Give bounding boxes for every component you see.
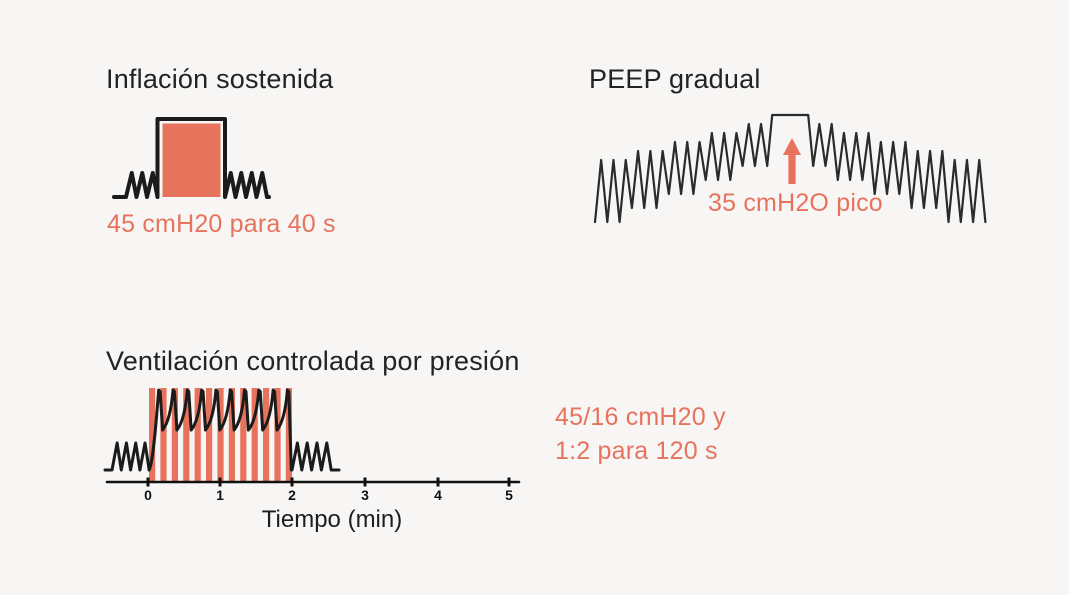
sustained-inflation-waveform xyxy=(112,117,271,199)
gradual-peep-annotation: 35 cmH2O pico xyxy=(708,189,883,217)
axis-tick-label: 3 xyxy=(361,487,369,503)
recruitment-bar xyxy=(251,388,258,481)
gradual-peep-trace xyxy=(593,113,987,224)
up-arrow-icon xyxy=(783,138,801,155)
recruitment-bar xyxy=(149,388,156,481)
up-arrow-shaft xyxy=(788,154,796,184)
pcv-waveform xyxy=(103,388,521,487)
pcv-trace xyxy=(103,388,341,472)
axis-tick-label: 2 xyxy=(288,487,296,503)
axis-tick-label: 0 xyxy=(144,487,152,503)
pcv-axis-tick-labels: 0 1 2 3 4 5 xyxy=(103,487,523,507)
recruitment-bar xyxy=(160,388,167,481)
recruitment-bar xyxy=(183,388,190,481)
pcv-caption-line1: 45/16 cmH20 y xyxy=(555,403,726,431)
sustained-inflation-title: Inflación sostenida xyxy=(106,64,334,94)
pcv-axis-label: Tiempo (min) xyxy=(261,506,403,533)
axis-tick-label: 5 xyxy=(505,487,513,503)
gradual-peep-title: PEEP gradual xyxy=(589,64,761,94)
recruitment-bar xyxy=(228,388,235,481)
sustained-inflation-caption: 45 cmH20 para 40 s xyxy=(107,210,336,238)
recruitment-bar xyxy=(263,388,270,481)
pcv-title: Ventilación controlada por presión xyxy=(106,346,520,376)
pcv-caption-line2: 1:2 para 120 s xyxy=(555,437,718,465)
sustained-inflation-trace xyxy=(112,117,271,199)
recruitment-bar xyxy=(217,388,224,481)
recruitment-bar xyxy=(274,388,281,481)
recruitment-bar xyxy=(206,388,213,481)
axis-tick-label: 4 xyxy=(434,487,442,503)
recruitment-bar xyxy=(171,388,178,481)
pcv-caption: 45/16 cmH20 y 1:2 para 120 s xyxy=(555,400,726,468)
recruitment-bar xyxy=(240,388,247,481)
axis-tick-label: 1 xyxy=(216,487,224,503)
recruitment-bar xyxy=(194,388,201,481)
sustained-inflation-fill xyxy=(162,123,221,197)
gradual-peep-waveform xyxy=(593,113,987,224)
